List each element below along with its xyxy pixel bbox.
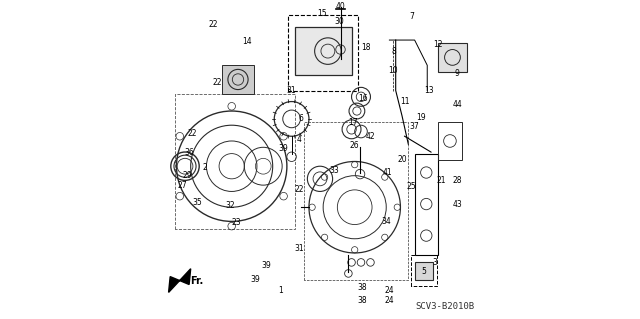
Text: 22: 22 bbox=[188, 129, 197, 137]
Text: 32: 32 bbox=[225, 201, 235, 210]
Text: 19: 19 bbox=[416, 113, 426, 122]
Text: 37: 37 bbox=[410, 122, 419, 131]
Text: 13: 13 bbox=[424, 86, 434, 95]
Text: 42: 42 bbox=[365, 132, 375, 141]
Text: 17: 17 bbox=[348, 118, 358, 127]
Text: 2: 2 bbox=[202, 163, 207, 172]
Text: 41: 41 bbox=[383, 168, 392, 177]
Text: 14: 14 bbox=[243, 37, 252, 46]
Text: 22: 22 bbox=[212, 78, 222, 87]
Text: 7: 7 bbox=[409, 12, 414, 21]
Text: 40: 40 bbox=[335, 3, 346, 11]
FancyBboxPatch shape bbox=[295, 27, 351, 75]
Text: 22: 22 bbox=[295, 185, 304, 194]
Text: 25: 25 bbox=[406, 182, 416, 191]
Text: 22: 22 bbox=[208, 20, 218, 29]
Text: 39: 39 bbox=[250, 275, 260, 284]
Text: 5: 5 bbox=[422, 267, 426, 276]
Text: 15: 15 bbox=[317, 9, 326, 18]
Text: 24: 24 bbox=[385, 286, 394, 295]
Text: SCV3-B2010B: SCV3-B2010B bbox=[415, 302, 474, 311]
Text: 39: 39 bbox=[279, 145, 289, 153]
Text: 38: 38 bbox=[358, 283, 367, 292]
Text: 27: 27 bbox=[178, 181, 188, 189]
Text: 29: 29 bbox=[182, 171, 193, 180]
Text: 26: 26 bbox=[350, 141, 360, 150]
Text: 24: 24 bbox=[385, 296, 394, 305]
Text: 36: 36 bbox=[184, 147, 194, 157]
Text: 3: 3 bbox=[433, 258, 438, 267]
Text: 43: 43 bbox=[452, 200, 462, 209]
Text: 8: 8 bbox=[392, 47, 397, 56]
Text: 28: 28 bbox=[452, 176, 462, 185]
Text: 1: 1 bbox=[278, 286, 283, 295]
FancyBboxPatch shape bbox=[415, 263, 433, 280]
Text: 31: 31 bbox=[294, 244, 304, 253]
Text: 30: 30 bbox=[334, 17, 344, 26]
Text: 16: 16 bbox=[358, 94, 367, 103]
Text: 9: 9 bbox=[455, 69, 460, 78]
FancyBboxPatch shape bbox=[222, 65, 254, 94]
Text: 6: 6 bbox=[299, 115, 303, 123]
Text: 31: 31 bbox=[287, 86, 296, 95]
Text: 44: 44 bbox=[452, 100, 462, 109]
Text: 21: 21 bbox=[436, 176, 446, 185]
Text: 33: 33 bbox=[330, 167, 339, 175]
FancyBboxPatch shape bbox=[438, 43, 467, 71]
Text: 39: 39 bbox=[262, 261, 271, 270]
Text: 38: 38 bbox=[358, 296, 367, 305]
Text: 34: 34 bbox=[381, 217, 391, 226]
Text: 11: 11 bbox=[401, 97, 410, 106]
Text: 4: 4 bbox=[297, 135, 302, 144]
Text: 35: 35 bbox=[192, 198, 202, 207]
FancyArrowPatch shape bbox=[404, 136, 431, 152]
Text: 10: 10 bbox=[388, 65, 397, 75]
Polygon shape bbox=[168, 269, 191, 293]
Text: 23: 23 bbox=[232, 219, 241, 227]
Text: Fr.: Fr. bbox=[190, 276, 204, 286]
Text: 18: 18 bbox=[361, 43, 371, 52]
Text: 12: 12 bbox=[433, 40, 443, 49]
Text: 20: 20 bbox=[397, 155, 407, 164]
